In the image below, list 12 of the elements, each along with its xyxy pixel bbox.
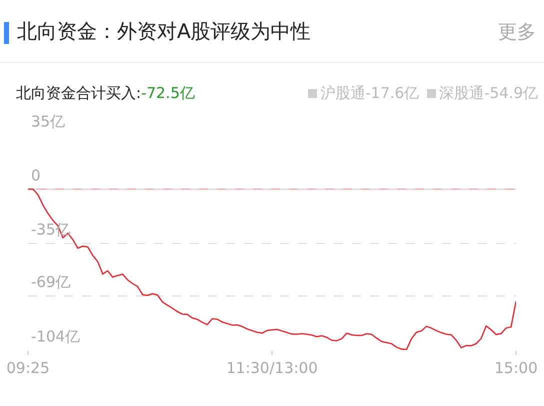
- y-tick-label: -69亿: [31, 273, 70, 292]
- y-tick-label: 35亿: [31, 112, 66, 130]
- text: 更多: [498, 20, 536, 45]
- y-tick-label: -104亿: [31, 327, 80, 346]
- y-tick-label: 0: [31, 166, 41, 184]
- text: 沪股通-17.6亿: [320, 84, 420, 103]
- x-tick-label: 15:00: [494, 359, 538, 377]
- text: 深股通-54.9亿: [439, 84, 538, 103]
- x-tick-label: 09:25: [6, 359, 50, 377]
- chart-title: 北向资金：外资对A股评级为中性: [17, 18, 311, 45]
- chart-subtitle: 北向资金合计买入:-72.5亿: [16, 84, 195, 103]
- x-tick-label: 11:30/13:00: [226, 359, 318, 377]
